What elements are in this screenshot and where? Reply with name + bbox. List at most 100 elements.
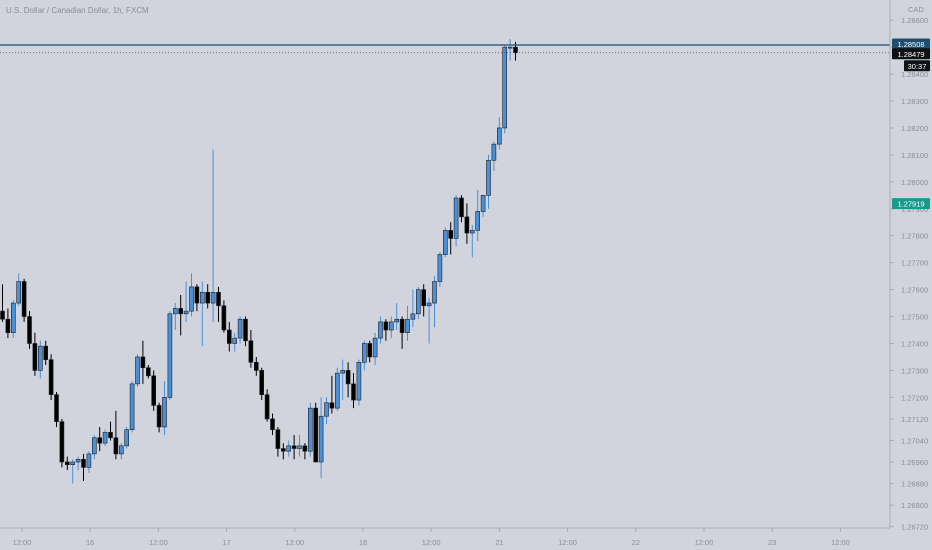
candle-body <box>302 445 308 452</box>
candle-body <box>259 370 265 395</box>
candle-body <box>410 313 416 320</box>
candle-body <box>351 383 356 401</box>
candle-body <box>270 418 275 430</box>
x-tick-label: 23 <box>768 538 776 547</box>
y-tick-label: 1.28400 <box>901 70 928 79</box>
x-tick-label: 22 <box>632 538 640 547</box>
bar-countdown-label-bg <box>904 60 930 72</box>
y-tick-label: 1.27800 <box>901 232 928 241</box>
candle-body <box>151 375 156 406</box>
candle-body <box>329 402 335 409</box>
last-price-label: 1.28479 <box>897 50 924 59</box>
candle-body <box>54 394 59 422</box>
candle-body <box>426 302 432 307</box>
candle-body <box>502 46 508 129</box>
candle-body <box>388 321 394 331</box>
candle-body <box>32 343 38 371</box>
candle-body <box>146 367 151 377</box>
candle-body <box>92 437 97 455</box>
candle-body <box>313 407 319 463</box>
candle-body <box>297 445 302 449</box>
marker-price-label-bg <box>892 198 930 210</box>
candle-body <box>486 159 491 196</box>
candle-body <box>448 230 454 239</box>
candle-body <box>291 445 297 449</box>
candle-body <box>59 421 65 463</box>
candle-body <box>75 459 81 463</box>
candle-body <box>507 46 513 49</box>
candle-body <box>367 343 373 358</box>
candle-body <box>162 397 167 428</box>
x-tick-label: 12:00 <box>13 538 32 547</box>
candle-body <box>399 318 405 333</box>
x-tick-label: 12:00 <box>558 538 577 547</box>
candle-body <box>227 329 232 344</box>
candle-body <box>496 127 502 145</box>
candle-body <box>43 345 49 360</box>
candle-body <box>237 318 243 339</box>
candle-body <box>108 432 113 439</box>
y-tick-label: 1.28200 <box>901 124 928 133</box>
candle-body <box>475 211 481 231</box>
candle-body <box>173 308 178 315</box>
candle-body <box>275 429 281 449</box>
candle-body <box>340 370 346 374</box>
candle-body <box>453 197 459 239</box>
candle-body <box>383 321 389 331</box>
candle-body <box>372 337 378 358</box>
candle-body <box>140 356 146 369</box>
y-tick-label: 1.27400 <box>901 339 928 348</box>
candle-body <box>442 230 448 255</box>
candle-body <box>469 230 475 234</box>
y-tick-label: 1.27200 <box>901 393 928 402</box>
candle-body <box>102 432 108 444</box>
x-tick-label: 12:00 <box>422 538 441 547</box>
candle-body <box>97 437 102 444</box>
candle-body <box>210 291 216 304</box>
candle-body <box>432 281 437 304</box>
candle-body <box>254 362 259 371</box>
candle-body <box>205 291 210 304</box>
candle-body <box>119 445 124 455</box>
symbol-legend: U.S. Dollar / Canadian Dollar, 1h, FXCM <box>6 6 149 15</box>
x-tick-label: 12:00 <box>285 538 304 547</box>
candle-body <box>0 310 5 320</box>
price-lines-layer <box>0 44 890 54</box>
candle-body <box>189 286 194 312</box>
candle-body <box>21 281 27 317</box>
y-tick-label: 1.28000 <box>901 178 928 187</box>
candle-body <box>394 318 400 323</box>
candle-body <box>345 370 351 385</box>
time-axis[interactable]: 12:00 16 12:00 17 12:00 18 12:00 21 12:00 22 12:00… <box>0 527 890 547</box>
y-tick-label: 1.27040 <box>901 436 928 445</box>
candle-body <box>324 402 329 417</box>
level-price-label: 1.28508 <box>897 40 924 49</box>
x-tick-label: 17 <box>222 538 230 547</box>
price-axis[interactable]: CAD1.286001.285001.284001.283001.282001.… <box>889 0 930 532</box>
candle-body <box>243 318 248 342</box>
candle-body <box>405 318 410 333</box>
candle-body <box>113 437 119 455</box>
x-tick-label: 16 <box>86 538 94 547</box>
candle-body <box>361 343 367 363</box>
y-tick-label: 1.26720 <box>901 523 928 532</box>
candle-body <box>48 359 54 395</box>
last-price-label-bg <box>892 48 930 60</box>
candle-body <box>11 302 16 333</box>
candle-body <box>129 383 135 430</box>
candles-layer <box>0 39 518 484</box>
y-tick-label: 1.26880 <box>901 480 928 489</box>
bar-countdown-label: 30:37 <box>908 62 927 71</box>
candle-body <box>437 254 443 282</box>
candle-body <box>513 46 518 53</box>
x-tick-label: 21 <box>495 538 503 547</box>
candle-body <box>491 143 497 161</box>
candle-body <box>167 313 173 398</box>
candle-body <box>178 308 183 315</box>
candle-body <box>221 305 227 331</box>
candle-body <box>200 291 205 304</box>
candle-body <box>280 448 286 452</box>
candle-body <box>81 459 86 468</box>
